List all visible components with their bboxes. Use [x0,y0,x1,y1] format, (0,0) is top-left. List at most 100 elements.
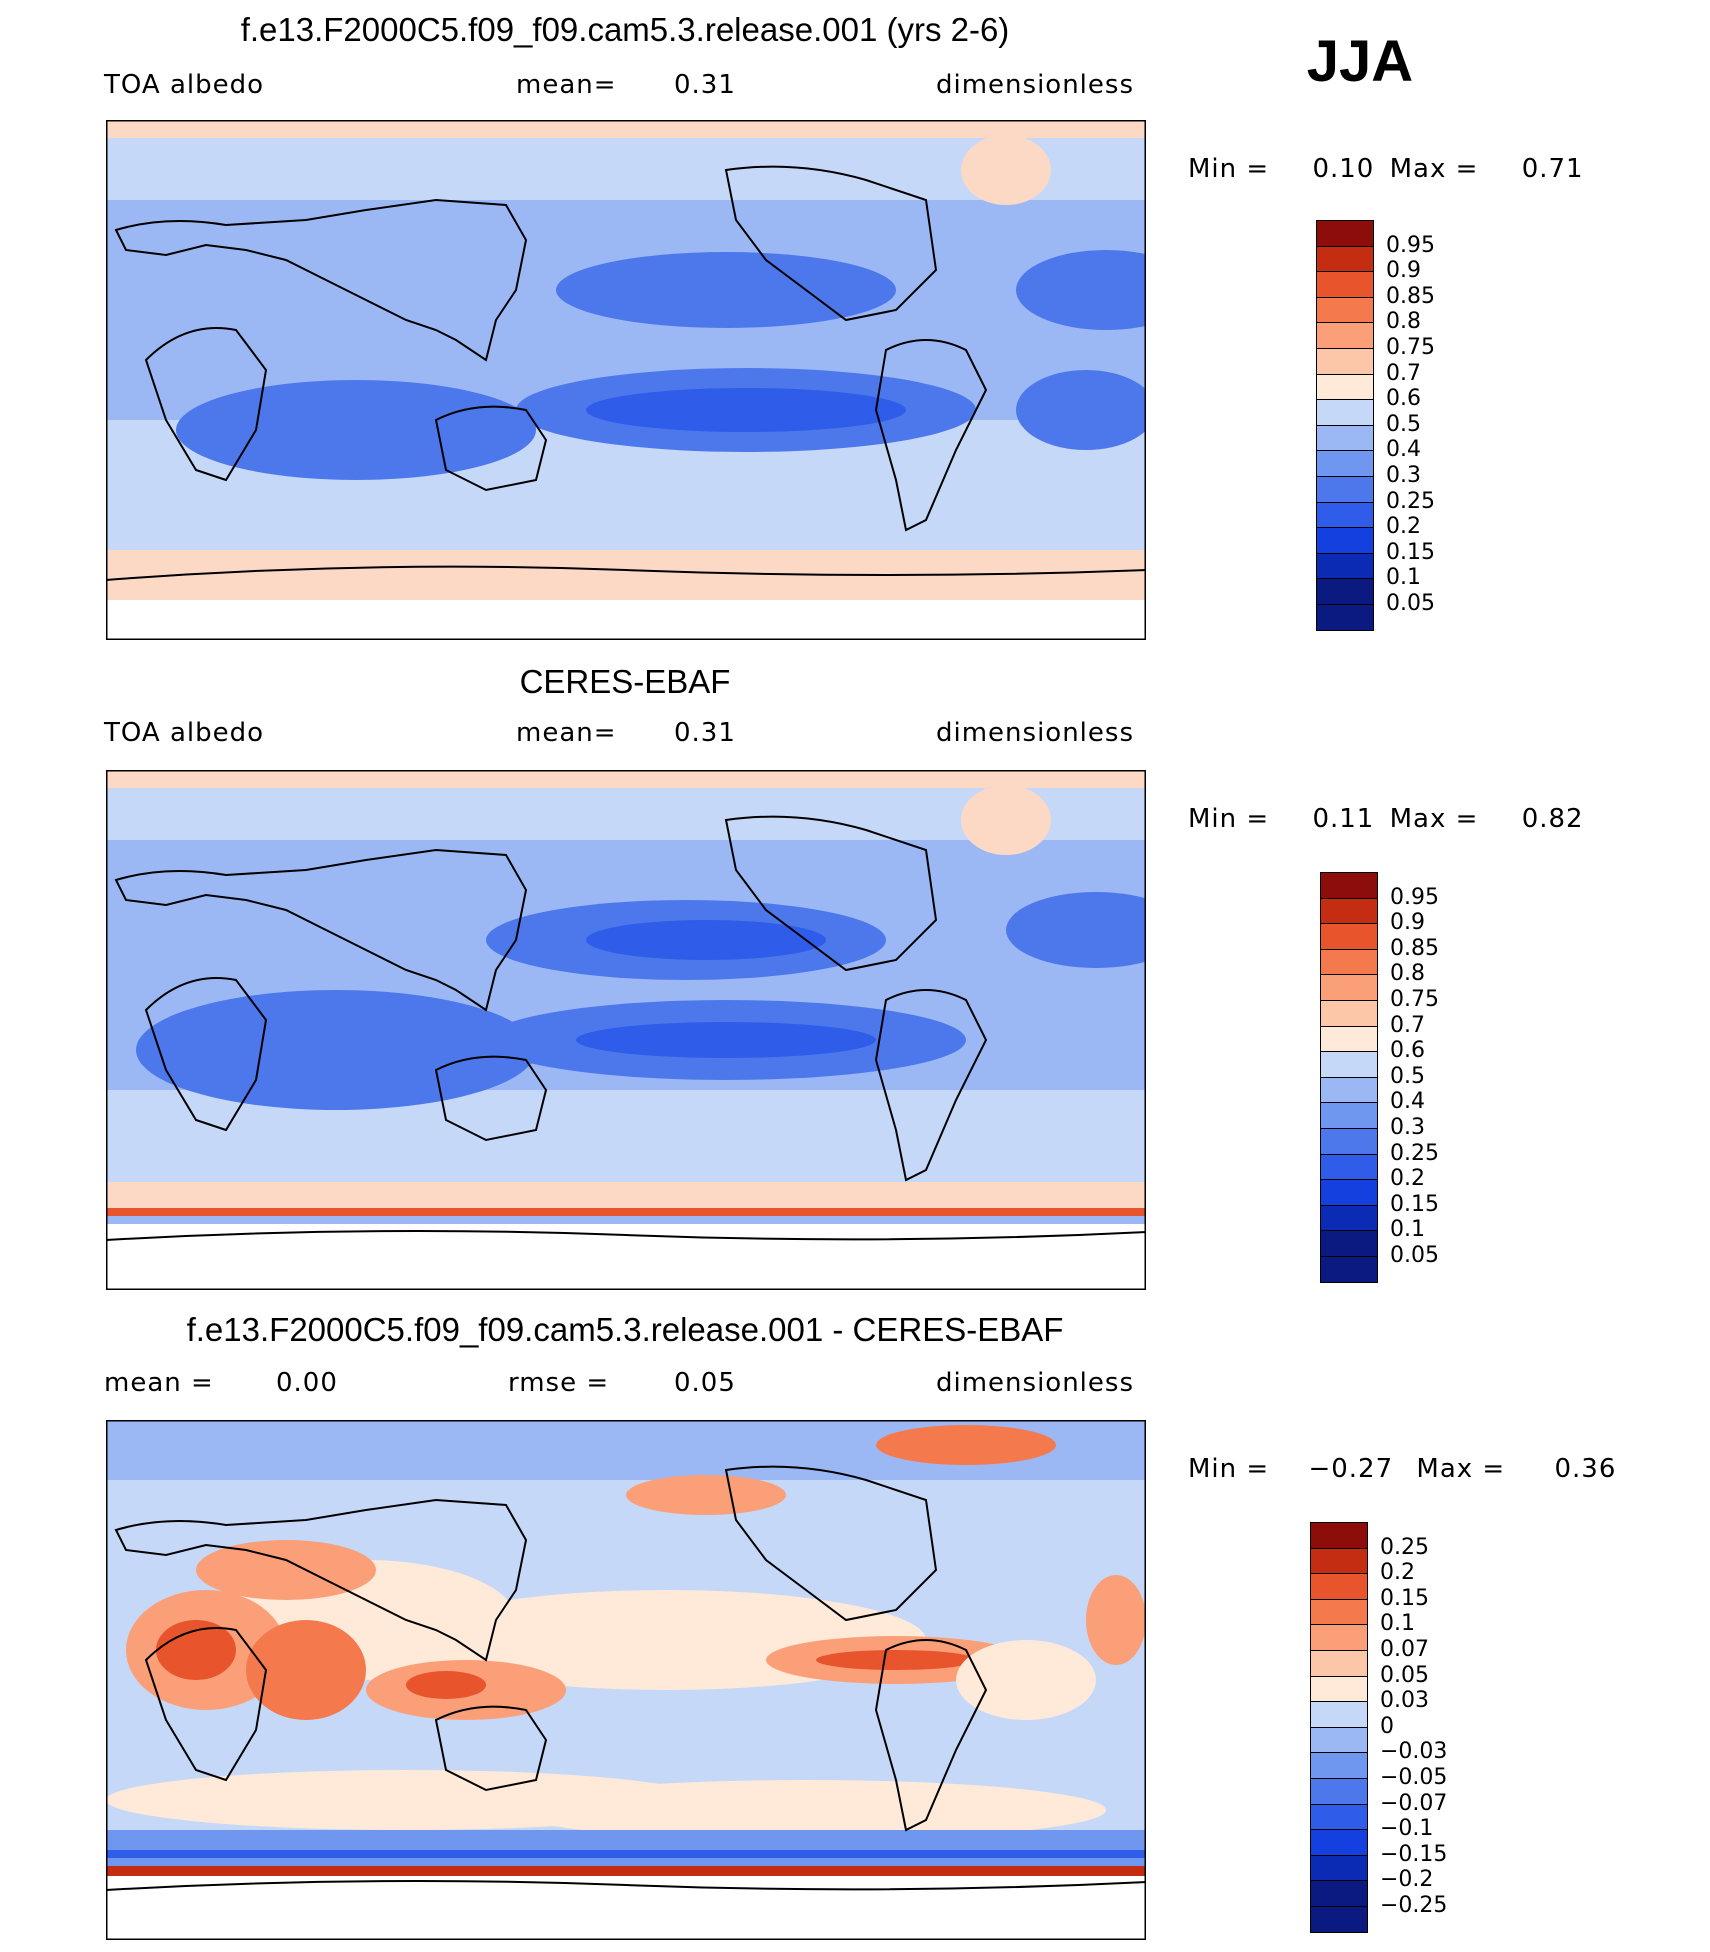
panel2-min-label: Min = [1188,804,1270,834]
legend-label: 0.75 [1386,335,1435,360]
legend-label: 0.05 [1390,1243,1439,1268]
legend-swatch [1310,1650,1368,1677]
legend-swatch [1316,296,1374,324]
legend-swatch [1320,1025,1378,1053]
legend-swatch [1310,1598,1368,1626]
legend-swatch [1320,1000,1378,1027]
legend-swatch [1316,271,1374,298]
legend-label: −0.05 [1380,1765,1448,1790]
legend-swatch [1320,1128,1378,1155]
legend-swatch [1316,604,1374,631]
legend-label: 0.75 [1390,987,1439,1012]
legend-label: 0.1 [1390,1217,1425,1243]
legend-swatch [1316,220,1374,247]
legend-label: 0.6 [1386,386,1421,412]
legend-swatch [1310,1803,1368,1831]
panel1-min-value: 0.10 [1312,154,1375,184]
legend-label: 0 [1380,1713,1394,1739]
panel2-max-value: 0.82 [1521,804,1584,834]
panel2-map-svg [106,770,1146,1290]
legend-label: 0.85 [1390,935,1439,961]
legend-swatch [1320,1179,1378,1206]
legend-label: 0.25 [1386,488,1435,514]
panel2-variable-label: TOA albedo [104,718,265,748]
legend-swatch [1320,1153,1378,1181]
legend-label: 0.95 [1390,884,1439,910]
panel1-min-label: Min = [1188,154,1270,184]
legend-label: −0.03 [1380,1739,1448,1765]
legend-swatch [1320,974,1378,1001]
season-label: JJA [1306,29,1414,94]
legend-swatch [1320,1230,1378,1257]
panel2-min-max: Min = 0.11 Max = 0.82 [1188,804,1584,834]
legend-swatch [1310,1829,1368,1856]
panel3-max-value: 0.36 [1554,1454,1617,1484]
panel1-map-svg [106,120,1146,640]
panel1-max-value: 0.71 [1521,154,1584,184]
legend-swatch [1310,1880,1368,1907]
legend-label: 0.07 [1380,1637,1429,1662]
legend-label: 0.1 [1386,565,1421,591]
legend-swatch [1320,923,1378,950]
legend-swatch [1316,450,1374,477]
legend-swatch [1310,1701,1368,1728]
panel3-title: f.e13.F2000C5.f09_f09.cam5.3.release.001… [186,1311,1064,1348]
legend-label: 0.5 [1390,1063,1425,1089]
legend-label: −0.25 [1380,1893,1448,1918]
legend-label: 0.15 [1380,1585,1429,1611]
legend-label: 0.7 [1390,1012,1425,1038]
legend-label: 0.05 [1380,1662,1429,1688]
panel1-max-label: Max = [1389,154,1479,184]
panel3-rmse-value: 0.05 [674,1368,736,1398]
panel3-units-label: dimensionless [936,1368,1134,1398]
legend-label: −0.15 [1380,1841,1448,1867]
legend-swatch [1316,245,1374,273]
panel3-min-max: Min = −0.27 Max = 0.36 [1188,1454,1616,1484]
legend-swatch [1316,476,1374,503]
legend-label: 0.85 [1386,283,1435,309]
legend-swatch [1316,373,1374,401]
panel2-min-value: 0.11 [1312,804,1375,834]
panel2-mean-value: 0.31 [674,718,736,748]
legend-label: 0.15 [1386,539,1435,565]
legend-label: 0.4 [1386,437,1421,463]
panel1-units-label: dimensionless [936,70,1134,100]
legend-label: 0.4 [1390,1089,1425,1115]
panel1-map [106,120,1146,640]
legend-label: 0.8 [1386,309,1421,335]
legend-label: 0.2 [1380,1560,1415,1586]
panel1-min-max: Min = 0.10 Max = 0.71 [1188,154,1584,184]
legend-label: −0.2 [1380,1867,1434,1893]
legend-label: 0.03 [1380,1688,1429,1714]
panel1-title: f.e13.F2000C5.f09_f09.cam5.3.release.001… [240,11,1010,48]
legend-label: 0.25 [1380,1534,1429,1560]
legend-swatch [1316,552,1374,580]
panel2-map [106,770,1146,1290]
panel2-max-label: Max = [1389,804,1479,834]
panel3-rmse-key: rmse = [508,1368,610,1398]
panel3-map [106,1420,1146,1940]
legend-label: 0.7 [1386,360,1421,386]
legend-label: 0.1 [1380,1611,1415,1637]
legend-swatch [1310,1726,1368,1754]
legend-swatch [1320,1204,1378,1232]
legend-swatch [1320,948,1378,976]
legend-label: 0.15 [1390,1191,1439,1217]
panel3-mean-key: mean = [104,1368,214,1398]
legend-label: −0.07 [1380,1790,1448,1816]
legend-label: 0.5 [1386,411,1421,437]
legend-swatch [1316,501,1374,529]
legend-swatch [1320,1102,1378,1129]
panel1-mean-key: mean= [516,70,617,100]
panel3-mean-value: 0.00 [276,1368,338,1398]
panel3-min-label: Min = [1188,1454,1270,1484]
legend-swatch [1310,1624,1368,1651]
legend-label: 0.3 [1386,463,1421,488]
legend-swatch [1320,1051,1378,1078]
legend-label: 0.8 [1390,961,1425,987]
legend-swatch [1316,578,1374,605]
panel3-map-svg [106,1420,1146,1940]
legend-swatch [1310,1675,1368,1703]
legend-swatch [1310,1547,1368,1575]
panel1-mean-value: 0.31 [674,70,736,100]
